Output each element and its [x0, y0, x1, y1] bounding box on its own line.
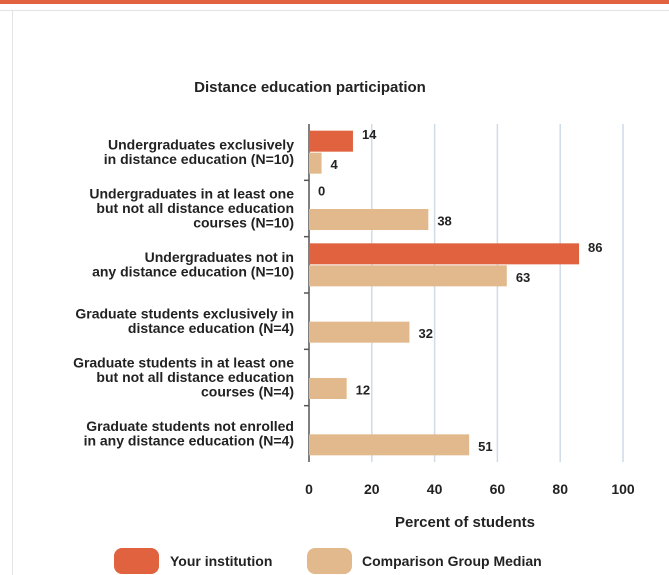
- category-label: Graduate students exclusively in distance…: [75, 305, 294, 336]
- bar-comparison: [309, 152, 322, 174]
- bar-value-label: 12: [356, 383, 370, 398]
- x-tick-labels: 0 20 40 60 80 100: [305, 481, 635, 497]
- bar-institution: [309, 243, 580, 265]
- legend-swatch: [114, 548, 159, 574]
- bar-comparison: [309, 321, 410, 343]
- legend-swatch: [307, 548, 352, 574]
- bar-value-label: 86: [588, 240, 602, 255]
- bar-comparison: [309, 209, 429, 230]
- x-tick-label: 20: [364, 481, 380, 497]
- bar-comparison: [309, 265, 507, 287]
- bar-value-label: 51: [478, 439, 492, 454]
- x-tick-label: 40: [427, 481, 443, 497]
- category-label: Undergraduates not in any distance educat…: [92, 249, 294, 280]
- panel-border-left: [12, 10, 13, 575]
- header-accent-bar: [0, 0, 669, 4]
- grid-layer: [304, 124, 624, 462]
- bar-institution: [309, 130, 353, 152]
- bar-value-label: 4: [331, 157, 339, 172]
- legend-label: Comparison Group Median: [362, 553, 542, 569]
- category-label: Undergraduates exclusively in distance ed…: [104, 136, 294, 167]
- category-label: Graduate students not enrolled in any dis…: [84, 418, 294, 449]
- x-axis-label: Percent of students: [395, 514, 535, 531]
- bar-value-label: 14: [362, 127, 377, 142]
- chart-title: Distance education participation: [194, 79, 426, 96]
- bars-layer: 14 40 38 86 63 32 12 51: [309, 127, 603, 456]
- x-tick-label: 60: [490, 481, 506, 497]
- x-tick-label: 0: [305, 481, 313, 497]
- bar-value-label: 0: [318, 184, 325, 199]
- legend-label: Your institution: [170, 553, 272, 569]
- legend: Your institution Comparison Group Median: [114, 548, 542, 574]
- x-tick-label: 80: [552, 481, 568, 497]
- category-label: Undergraduates in at least one but not al…: [89, 186, 294, 231]
- bar-comparison: [309, 434, 470, 456]
- x-tick-label: 100: [611, 481, 635, 497]
- category-label: Graduate students in at least one but not…: [73, 355, 294, 400]
- bar-value-label: 32: [418, 326, 432, 341]
- bar-value-label: 38: [437, 214, 451, 229]
- category-labels: Undergraduates exclusively in distance ed…: [73, 136, 294, 448]
- bar-value-label: 63: [516, 270, 530, 285]
- bar-comparison: [309, 378, 347, 399]
- panel-border-top: [0, 10, 669, 11]
